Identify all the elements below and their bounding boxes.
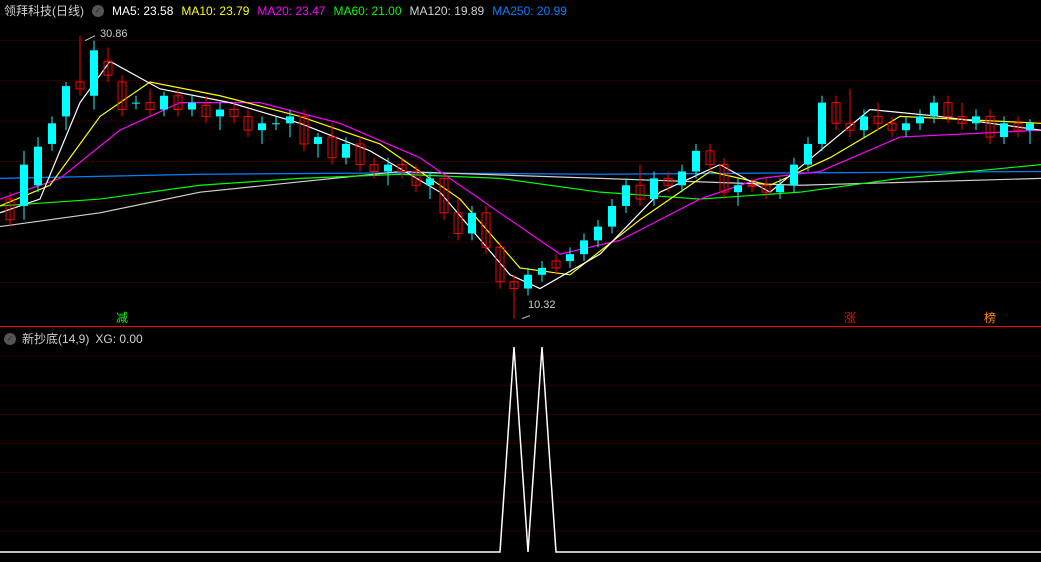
main-header: 领拜科技(日线) ✓ MA5: 23.58 MA10: 23.79 MA20: … — [4, 2, 567, 19]
sub-header: ✓ 新抄底(14,9) XG: 0.00 — [4, 330, 143, 347]
chart-container: 领拜科技(日线) ✓ MA5: 23.58 MA10: 23.79 MA20: … — [0, 0, 1041, 562]
ma60-label: MA60: 21.00 — [333, 4, 401, 18]
low-price-label: 10.32 — [528, 299, 556, 311]
ma10-label: MA10: 23.79 — [181, 4, 249, 18]
signal-tag: 榜 — [984, 309, 996, 326]
xg-value: XG: 0.00 — [95, 332, 142, 346]
indicator-name: 新抄底(14,9) — [22, 330, 89, 347]
sub-toggle-icon[interactable]: ✓ — [4, 333, 16, 345]
toggle-icon[interactable]: ✓ — [92, 5, 104, 17]
ma250-label: MA250: 20.99 — [492, 4, 567, 18]
stock-title: 领拜科技(日线) — [4, 2, 84, 19]
signal-tag: 涨 — [844, 309, 856, 326]
candlestick-chart[interactable] — [0, 0, 1041, 323]
signal-tag: 减 — [116, 309, 128, 326]
ma5-label: MA5: 23.58 — [112, 4, 173, 18]
high-price-label: 30.86 — [100, 28, 128, 40]
ma20-label: MA20: 23.47 — [257, 4, 325, 18]
ma120-label: MA120: 19.89 — [410, 4, 485, 18]
indicator-chart[interactable] — [0, 327, 1041, 560]
